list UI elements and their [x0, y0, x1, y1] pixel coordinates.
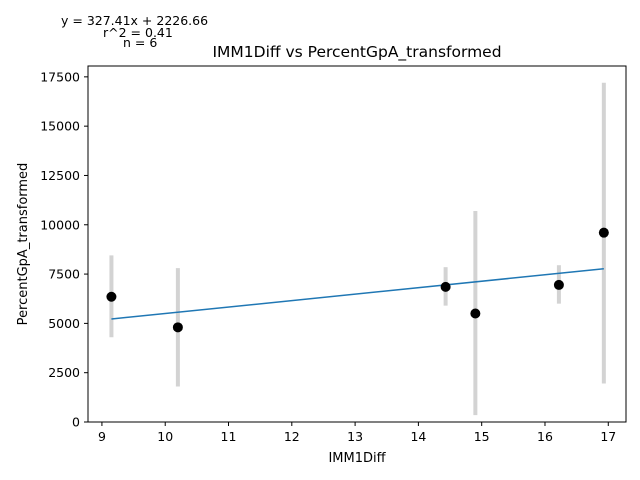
y-tick-label: 2500 — [48, 365, 80, 380]
x-tick-label: 13 — [347, 429, 363, 444]
data-point-4 — [470, 308, 481, 319]
sample-count: n = 6 — [123, 35, 157, 50]
y-axis-label: PercentGpA_transformed — [16, 163, 31, 326]
x-tick-label: 10 — [157, 429, 173, 444]
y-tick-label: 12500 — [40, 168, 80, 183]
x-tick-label: 9 — [98, 429, 106, 444]
y-tick-label: 7500 — [48, 267, 80, 282]
fit-line — [111, 268, 604, 320]
data-point-6 — [598, 227, 609, 238]
y-tick-label: 5000 — [48, 316, 80, 331]
x-tick-label: 16 — [537, 429, 553, 444]
y-tick-label: 15000 — [40, 119, 80, 134]
data-point-5 — [553, 279, 564, 290]
y-tick-label: 0 — [72, 415, 80, 430]
x-axis-label: IMM1Diff — [328, 451, 386, 466]
fit-equation: y = 327.41x + 2226.66 — [61, 13, 208, 28]
y-tick-label: 17500 — [40, 69, 80, 84]
chart-title: IMM1Diff vs PercentGpA_transformed — [212, 43, 501, 62]
y-tick-label: 10000 — [40, 217, 80, 232]
x-tick-label: 11 — [221, 429, 237, 444]
x-axis: 9 10 11 12 13 14 15 16 17 — [98, 422, 616, 444]
x-tick-label: 14 — [410, 429, 426, 444]
x-tick-label: 17 — [600, 429, 616, 444]
data-point-1 — [106, 291, 117, 302]
data-point-3 — [440, 281, 451, 292]
x-tick-label: 15 — [474, 429, 490, 444]
y-axis: 0 2500 5000 7500 10000 12500 15000 17500 — [40, 69, 88, 430]
plot-frame — [87, 65, 627, 423]
x-tick-label: 12 — [284, 429, 300, 444]
data-point-2 — [172, 322, 183, 333]
r-squared: r^2 = 0.41 — [103, 25, 173, 40]
plot-area — [106, 82, 609, 416]
